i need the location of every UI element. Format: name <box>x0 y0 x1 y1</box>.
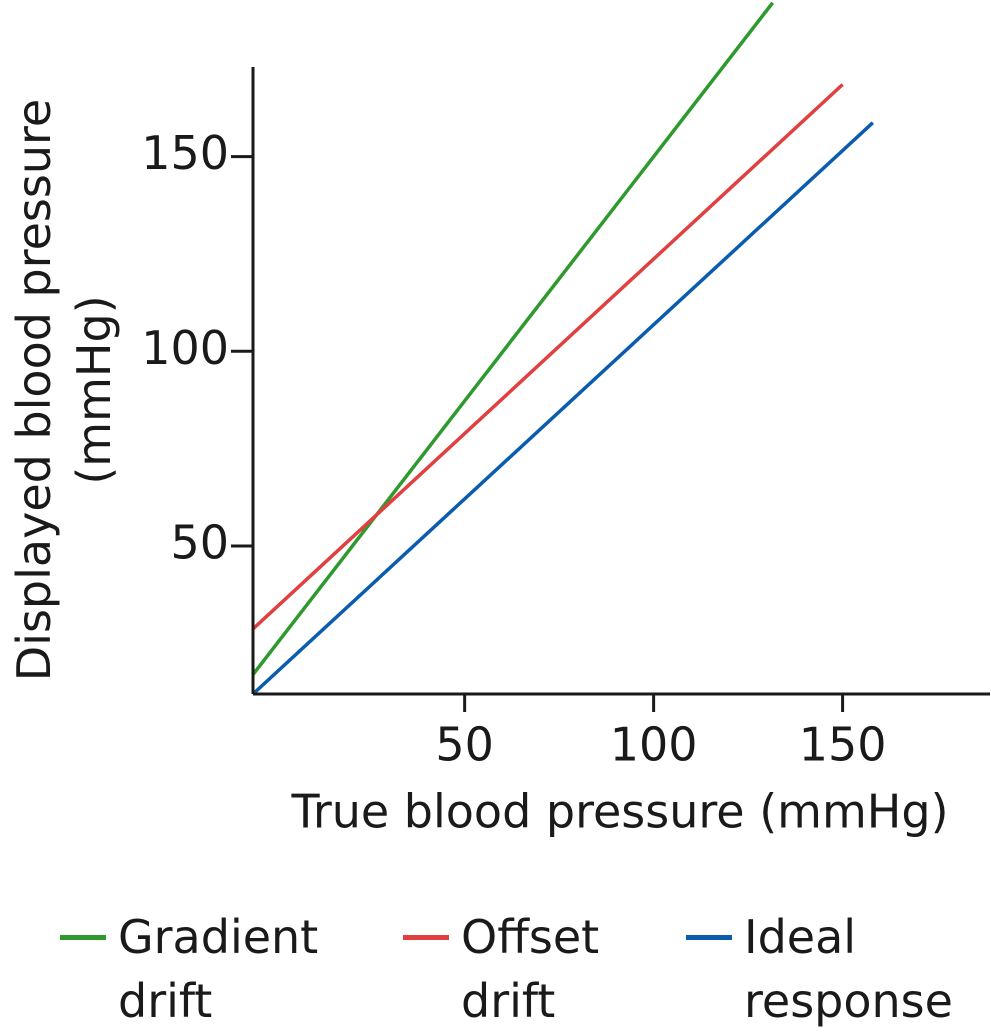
data-line <box>251 1 775 676</box>
data-line <box>251 121 875 696</box>
x-axis-label: True blood pressure (mmHg) <box>290 785 948 839</box>
legend-label: Ideal response <box>744 910 953 1028</box>
legend-label: Gradient drift <box>118 910 319 1028</box>
legend-item: Ideal response <box>686 905 974 1033</box>
data-line <box>251 83 844 631</box>
x-tick-label: 100 <box>610 718 698 772</box>
legend-item: Gradient drift <box>60 905 348 1033</box>
y-tick-label: 50 <box>170 516 229 570</box>
legend-swatch <box>403 935 449 940</box>
y-tick-label: 150 <box>141 126 229 180</box>
x-tick-label: 50 <box>435 718 494 772</box>
y-axis-label: Displayed blood pressure (mmHg) <box>7 98 121 682</box>
x-tick-label: 150 <box>799 718 887 772</box>
legend-label: Offset drift <box>461 910 600 1028</box>
legend-swatch <box>60 935 106 940</box>
y-tick-label: 100 <box>141 321 229 375</box>
chart: 50 100 150 50 100 150 True blood pressure (mmH… <box>141 1 990 839</box>
legend-item: Offset drift <box>403 905 631 1033</box>
legend-swatch <box>686 935 732 940</box>
